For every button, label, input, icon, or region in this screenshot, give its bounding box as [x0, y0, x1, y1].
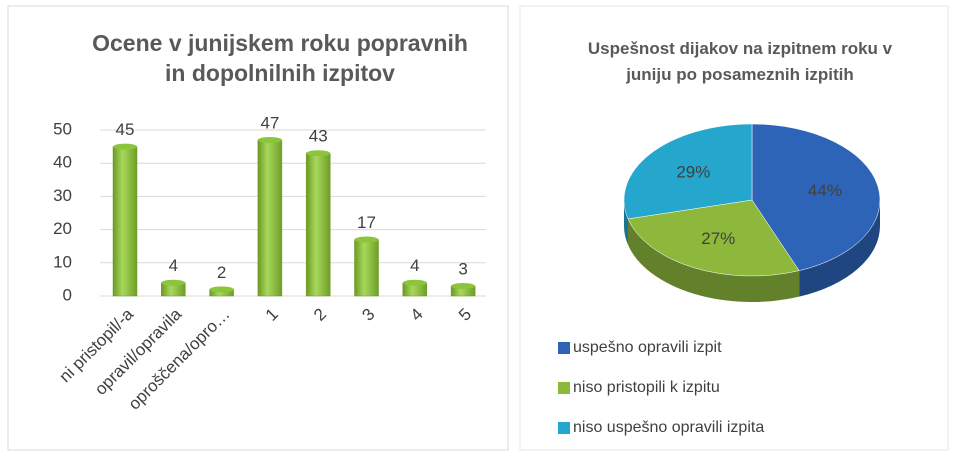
y-tick-label: 30	[53, 186, 72, 205]
bar	[257, 139, 283, 297]
x-tick-label: 3	[358, 305, 378, 325]
value-label: 2	[217, 263, 226, 282]
bar-cap	[451, 283, 476, 290]
value-label: 17	[357, 213, 376, 232]
bar-frame	[7, 5, 509, 451]
bar-cap	[402, 279, 427, 286]
value-label: 47	[260, 113, 279, 132]
legend-label: niso pristopili k izpitu	[573, 379, 720, 396]
value-label: 3	[458, 260, 467, 279]
y-tick-label: 10	[53, 252, 72, 271]
y-tick-label: 20	[53, 219, 72, 238]
bar-title: Ocene v junijskem roku popravnih in dopo…	[92, 30, 468, 86]
y-tick-label: 0	[63, 285, 72, 304]
legend-label: niso uspešno opravili izpita	[573, 419, 764, 436]
y-tick-label: 40	[53, 153, 72, 172]
x-tick-label: 5	[455, 305, 475, 325]
bar-cap	[113, 143, 137, 150]
x-tick-label: 1	[262, 305, 282, 325]
pie-slice	[751, 123, 881, 271]
pie-frame	[519, 5, 949, 451]
pie-side	[628, 218, 800, 302]
legend-swatch	[558, 422, 570, 434]
x-tick-label: opravil/opravila	[91, 304, 186, 399]
pie-slice	[623, 123, 753, 220]
pie-side	[624, 200, 629, 245]
bar-cap	[306, 150, 331, 157]
x-tick-label: 2	[310, 305, 330, 325]
bar	[354, 239, 379, 297]
value-label: 27%	[701, 229, 735, 248]
value-label: 44%	[808, 181, 842, 200]
legend-swatch	[558, 342, 570, 354]
bar-cap	[209, 286, 234, 293]
y-tick-label: 50	[53, 119, 72, 138]
legend-label: uspešno opravili izpit	[573, 339, 722, 356]
bar	[112, 146, 138, 297]
value-label: 43	[309, 127, 328, 146]
value-label: 4	[410, 256, 419, 275]
bar-cap	[257, 136, 282, 143]
bar-cap	[161, 279, 186, 286]
value-label: 45	[116, 120, 135, 139]
value-label: 29%	[676, 162, 710, 181]
legend-swatch	[558, 382, 570, 394]
bar-cap	[354, 236, 379, 243]
value-label: 4	[169, 256, 178, 275]
bar	[305, 152, 331, 297]
pie-title: Uspešnost dijakov na izpitnem roku v jun…	[587, 39, 893, 84]
pie-side	[799, 200, 880, 297]
x-tick-label: 4	[407, 305, 427, 325]
pie-slice	[627, 199, 800, 277]
